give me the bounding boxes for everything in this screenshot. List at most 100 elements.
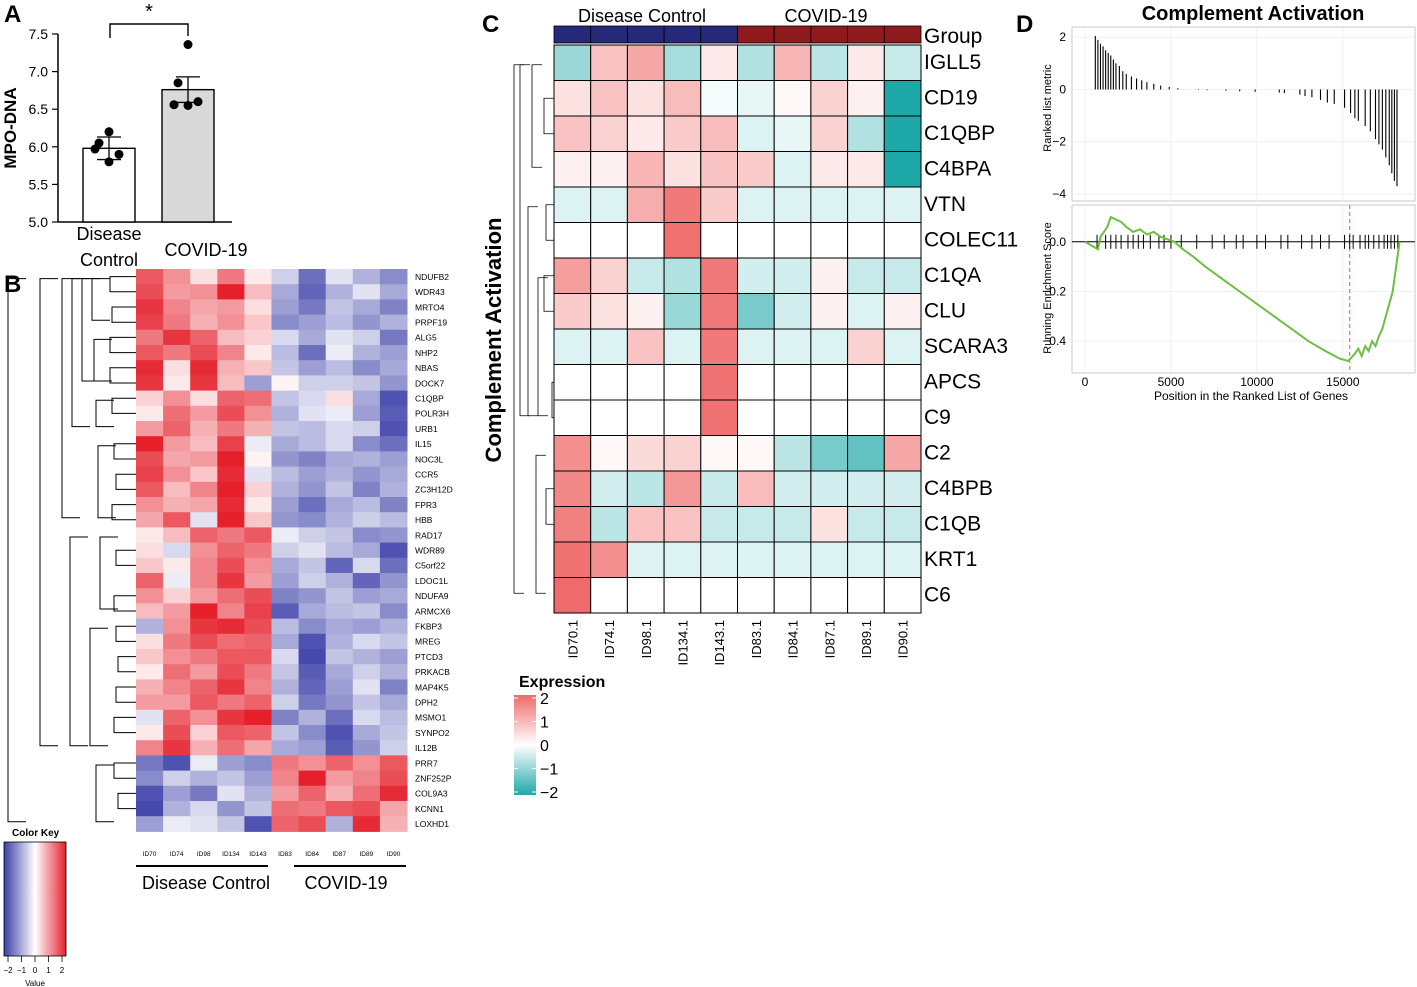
panel-b-heatmap-cell [163,542,191,559]
panel-c-gene-label: SCARA3 [924,335,1008,358]
panel-b-heatmap-cell [190,345,218,361]
panel-b-heatmap-cell [298,770,327,787]
panel-b-heatmap-cell [136,299,164,316]
panel-b-heatmap-cell [217,421,245,437]
panel-b-heatmap-cell [136,527,164,544]
panel-b-heatmap-cell [136,618,164,635]
panel-c-heatmap-cell [810,506,849,543]
panel-c-heatmap-cell [590,80,628,117]
panel-b-heatmap-cell [298,269,327,285]
panel-b-heatmap-cell [379,664,408,680]
panel-c-heatmap-cell [590,186,628,223]
panel-b-heatmap-cell [136,679,164,696]
panel-b-gene-label: DPH2 [415,698,438,708]
panel-b-group-label-dc: Disease Control [142,873,270,893]
panel-c-heatmap-cell [663,399,702,436]
panel-b-dendrogram-branch [89,627,108,747]
panel-b-heatmap-cell [163,664,191,680]
panel-b-heatmap-cell [271,542,300,559]
panel-b-heatmap-cell [163,557,191,574]
panel-c-heatmap-cell [883,364,922,401]
panel-b-heatmap-cell [271,709,300,726]
panel-b-heatmap-cell [190,603,218,620]
panel-b-heatmap-cell [190,588,218,604]
panel-c-gene-label: C6 [924,584,951,607]
panel-b-dendrogram-branch [117,656,136,673]
panel-b-dendrogram-branch [7,278,26,823]
panel-c-heatmap-cell [553,257,592,294]
panel-b-heatmap-cell [352,527,381,544]
panel-b-heatmap-cell [271,573,300,589]
panel-b-dendrogram-branch [113,716,136,734]
panel-c-heatmap-cell [883,44,922,81]
panel-c-dendrogram-branch [531,64,542,168]
panel-b-gene-label: ZNF252P [415,774,452,784]
panel-b-gene-label: SYNPO2 [415,728,450,738]
panel-b-heatmap-cell [190,770,218,787]
panel-b-heatmap-cell [217,633,245,650]
panel-c-heatmap-cell [883,115,922,152]
panel-c-heatmap-cell [700,328,738,365]
panel-b-heatmap-cell [298,481,327,498]
panel-b-heatmap-cell [298,664,327,680]
panel-b-heatmap-cell [244,451,272,468]
panel-b-heatmap-cell [271,725,300,741]
panel-b-heatmap-cell [136,360,164,376]
panel-c-heatmap-cell [773,222,812,259]
panel-b-gene-label: WDR43 [415,287,445,297]
panel-c-heatmap-cell [883,506,922,543]
panel-c-heatmap-cell [663,115,702,152]
panel-b-heatmap-cell [136,816,164,832]
panel-c-dendrogram-branch [545,488,554,525]
panel-c-heatmap-cell [737,293,775,330]
panel-b-heatmap-cell [298,512,327,528]
panel-b-heatmap-cell [379,785,408,802]
panel-b-heatmap-cell [271,421,300,437]
panel-b-heatmap-cell [379,603,408,620]
panel-b-heatmap-cell [190,329,218,346]
panel-b-heatmap-cell [271,603,300,620]
panel-b-heatmap-cell [244,649,272,665]
panel-b-heatmap-cell [217,725,245,741]
panel-b-heatmap-cell [136,390,164,407]
panel-b-heatmap-cell [379,573,408,589]
panel-b-heatmap-cell [190,618,218,635]
panel-b-heatmap-cell [163,421,191,437]
panel-c-heatmap-cell [883,257,922,294]
panel-c-group-annotation-cell [810,25,849,44]
panel-b-color-key-tick-label: −2 [3,966,13,975]
panel-a-ytick-label: 7.5 [29,26,49,42]
panel-b-heatmap-cell [298,390,327,407]
panel-c-heatmap-cell [847,399,885,436]
panel-b-gene-label: RAD17 [415,530,443,540]
panel-b-heatmap-cell [325,375,354,392]
panel-b-heatmap-cell [379,740,408,756]
panel-c-dendrogram-branch [551,381,554,419]
panel-b-heatmap-cell [190,405,218,422]
panel-c-gene-label: C1QB [924,513,981,536]
panel-b-heatmap-cell [298,314,327,331]
panel-d-xtick-label: 10000 [1240,375,1274,389]
panel-c-heatmap-cell [737,222,775,259]
panel-b-heatmap-cell [271,527,300,544]
panel-a-data-point [90,144,100,154]
panel-b-heatmap-cell [271,375,300,392]
panel-b-gene-label: MAP4K5 [415,682,449,692]
panel-a-data-point [104,157,114,167]
panel-c-ylabel: Complement Activation [481,218,506,463]
panel-a-data-point [169,100,179,110]
panel-c-dendrogram-branch [537,277,548,417]
panel-b-gene-label: LOXHD1 [415,819,449,829]
panel-b-heatmap-cell [379,770,408,787]
panel-b-heatmap-cell [271,588,300,604]
panel-label-a: A [4,1,21,28]
panel-c-heatmap-cell [700,364,738,401]
panel-c-heatmap-cell [553,577,592,614]
panel-c-heatmap-cell [847,506,885,543]
panel-b-heatmap-cell [163,390,191,407]
panel-b-gene-label: ALG5 [415,333,437,343]
panel-b-heatmap-cell [298,588,327,604]
panel-a-data-point [183,40,193,50]
panel-b-heatmap-cell [379,649,408,665]
